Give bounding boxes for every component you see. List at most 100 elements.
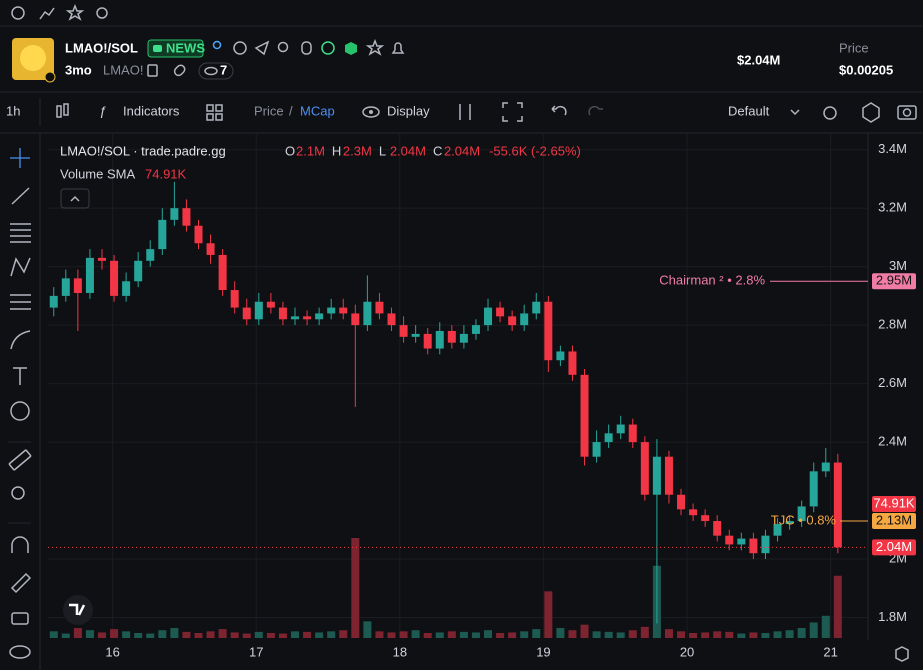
favorite-icon[interactable] bbox=[365, 38, 385, 56]
volume-bar bbox=[254, 631, 263, 638]
chart-icon[interactable] bbox=[39, 7, 55, 20]
fullscreen-icon[interactable] bbox=[502, 102, 523, 122]
chart-legend: LMAO!/SOL · trade.padre.gg Volume SMA 74… bbox=[60, 143, 581, 209]
fib-tool[interactable] bbox=[10, 223, 31, 243]
copy-icon[interactable] bbox=[147, 64, 158, 77]
camera-icon[interactable] bbox=[897, 105, 917, 120]
candle-body bbox=[544, 301, 553, 361]
settings-icon[interactable] bbox=[96, 7, 108, 19]
x-tick-label: 20 bbox=[680, 644, 694, 659]
volume-bar bbox=[182, 631, 191, 638]
gem-icon[interactable] bbox=[345, 42, 357, 55]
volume-bar bbox=[266, 633, 275, 638]
layout-select[interactable]: Default bbox=[728, 103, 770, 118]
ruler-tool[interactable] bbox=[8, 449, 32, 471]
volume-bar bbox=[327, 631, 336, 638]
y-tick-label: 1.8M bbox=[878, 609, 907, 624]
candle-body bbox=[532, 301, 541, 314]
candle-body bbox=[61, 278, 70, 296]
collapse-chevron bbox=[70, 195, 80, 202]
price-caption: Price bbox=[839, 40, 869, 55]
layout-icon[interactable] bbox=[206, 113, 214, 121]
volume-bar bbox=[85, 630, 94, 638]
layout-icon[interactable] bbox=[215, 104, 223, 112]
volume-bar bbox=[134, 633, 143, 638]
volume-bar bbox=[206, 631, 215, 638]
interval[interactable]: 1h bbox=[6, 103, 20, 118]
dropdown-chevron[interactable] bbox=[790, 109, 800, 116]
brush-tool[interactable] bbox=[10, 330, 31, 350]
share-icon[interactable] bbox=[173, 64, 186, 77]
candle-body bbox=[701, 515, 710, 522]
volume-bar bbox=[592, 631, 601, 638]
web-icon[interactable] bbox=[233, 41, 247, 55]
volume-bar bbox=[230, 632, 239, 638]
mcap-toggle[interactable]: MCap bbox=[300, 103, 335, 118]
price-toggle[interactable]: Price bbox=[254, 103, 284, 118]
chart-toolbar: 1h ƒ Indicators Price / MCap Display Def… bbox=[6, 98, 917, 126]
token-header: LMAO!/SOL NEWS 3mo LMAO! 7 $2.04M Price … bbox=[12, 38, 893, 83]
token-age: 3mo bbox=[65, 62, 92, 77]
candle-body bbox=[411, 333, 420, 337]
candle-body bbox=[85, 257, 94, 293]
candle-body bbox=[652, 456, 661, 495]
magnet-tool[interactable] bbox=[11, 536, 29, 553]
trendline-tool[interactable] bbox=[11, 187, 30, 205]
undo-icon[interactable] bbox=[551, 105, 567, 116]
lock-drawing-tool[interactable] bbox=[10, 572, 32, 594]
zoom-tool[interactable] bbox=[11, 486, 25, 500]
indicators-button[interactable]: Indicators bbox=[123, 103, 180, 118]
candle-type-icon[interactable] bbox=[56, 105, 62, 118]
candle-type-icon[interactable] bbox=[63, 103, 69, 116]
chart-title: LMAO!/SOL · trade.padre.gg bbox=[60, 143, 226, 158]
display-button[interactable]: Display bbox=[387, 103, 430, 118]
text-tool[interactable] bbox=[13, 367, 27, 385]
candle-body bbox=[194, 225, 203, 244]
volume-bar bbox=[194, 633, 203, 638]
candle-body bbox=[785, 521, 794, 524]
logo-mark bbox=[69, 603, 86, 616]
axis-settings[interactable] bbox=[895, 646, 909, 662]
emoji-tool[interactable] bbox=[10, 401, 30, 421]
star-icon[interactable] bbox=[65, 3, 85, 21]
camera-lens bbox=[902, 108, 912, 117]
candle-body bbox=[761, 535, 770, 554]
candle-body bbox=[375, 301, 384, 314]
pattern-tool[interactable] bbox=[10, 257, 31, 277]
candle-body bbox=[134, 260, 143, 282]
price-tag-label: 2.13M bbox=[876, 512, 912, 527]
last-price-label: 2.04M bbox=[876, 539, 912, 554]
display-icon[interactable] bbox=[362, 106, 380, 118]
candle-body bbox=[616, 424, 625, 434]
redo-icon bbox=[588, 105, 603, 116]
volume-bar bbox=[580, 624, 589, 638]
snapshot-settings-icon[interactable] bbox=[862, 102, 880, 123]
history-icon[interactable] bbox=[11, 6, 25, 20]
alert-tool-icon[interactable] bbox=[823, 106, 837, 120]
chart-pie-icon[interactable] bbox=[321, 41, 335, 55]
projection-tool[interactable] bbox=[10, 294, 31, 310]
candle-body bbox=[568, 351, 577, 375]
user-icon[interactable] bbox=[212, 40, 222, 50]
news-badge[interactable] bbox=[147, 39, 204, 58]
search-icon[interactable] bbox=[277, 41, 289, 53]
candle-body bbox=[327, 307, 336, 314]
volume-bar bbox=[242, 633, 251, 638]
collapse-legend[interactable] bbox=[60, 188, 90, 209]
lock-tool[interactable] bbox=[11, 612, 29, 625]
link-icon[interactable] bbox=[301, 41, 312, 55]
layout-icon[interactable] bbox=[206, 104, 214, 112]
candle-body bbox=[73, 278, 82, 293]
y-tick-label: 3.2M bbox=[878, 200, 907, 215]
volume-bar bbox=[278, 633, 287, 638]
layout-icon[interactable] bbox=[215, 113, 223, 121]
candle-body bbox=[303, 316, 312, 320]
alert-icon[interactable] bbox=[391, 42, 405, 54]
telegram-icon[interactable] bbox=[254, 40, 270, 56]
candle-body bbox=[435, 330, 444, 349]
fx-icon[interactable]: ƒ bbox=[99, 103, 106, 118]
crosshair-tool[interactable] bbox=[10, 148, 30, 168]
volume-sma-name: Volume SMA bbox=[60, 166, 135, 181]
hide-tool[interactable] bbox=[9, 645, 31, 659]
